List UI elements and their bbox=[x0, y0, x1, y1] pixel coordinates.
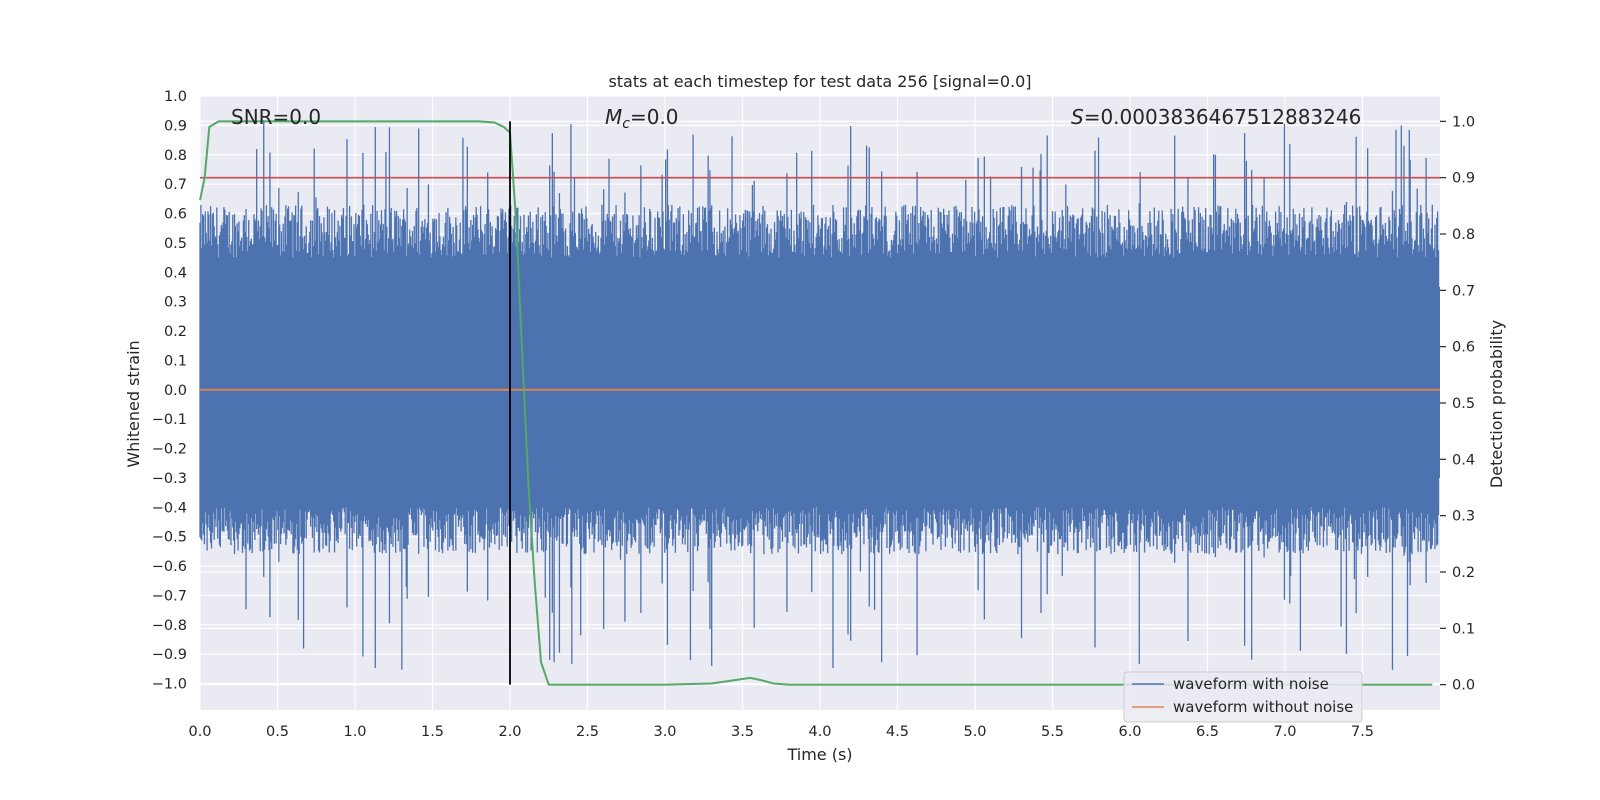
y-right-tick-label-5: 0.5 bbox=[1452, 396, 1475, 412]
y-left-tick-label-15: −0.5 bbox=[152, 530, 187, 546]
y-left-axis-label: Whitened strain bbox=[124, 340, 143, 467]
y-left-tick-label-0: 1.0 bbox=[164, 89, 187, 105]
x-tick-label-6: 3.0 bbox=[653, 724, 676, 740]
y-right-tick-label-7: 0.3 bbox=[1452, 509, 1475, 525]
x-axis-label: Time (s) bbox=[786, 745, 852, 764]
y-left-tick-label-1: 0.9 bbox=[164, 118, 187, 134]
x-tick-label-4: 2.0 bbox=[498, 724, 521, 740]
x-tick-label-9: 4.5 bbox=[886, 724, 909, 740]
x-tick-label-14: 7.0 bbox=[1273, 724, 1296, 740]
x-tick-label-0: 0.0 bbox=[188, 724, 211, 740]
x-tick-labels: 0.0 0.5 1.0 1.5 2.0 2.5 3.0 3.5 4.0 4.5 5.0 5.5 6.0 6… bbox=[188, 724, 1374, 740]
y-right-tick-labels: 1.0 0.9 0.8 0.7 0.6 0.5 0.4 0.3 0.2 0.1 0.0 bbox=[1440, 114, 1475, 694]
chart-title: stats at each timestep for test data 256… bbox=[608, 72, 1031, 91]
y-right-tick-label-0: 1.0 bbox=[1452, 114, 1475, 130]
y-left-tick-label-13: −0.3 bbox=[152, 471, 187, 487]
x-tick-label-10: 5.0 bbox=[963, 724, 986, 740]
x-tick-label-11: 5.5 bbox=[1041, 724, 1064, 740]
s-symbol: S bbox=[1071, 105, 1084, 129]
x-tick-label-7: 3.5 bbox=[731, 724, 754, 740]
annotation-s: S=0.0003836467512883246 bbox=[1071, 105, 1361, 129]
annotation-snr: SNR=0.0 bbox=[231, 105, 321, 129]
y-right-tick-label-1: 0.9 bbox=[1452, 171, 1475, 187]
y-right-tick-label-10: 0.0 bbox=[1452, 678, 1475, 694]
y-left-tick-label-19: −0.9 bbox=[152, 647, 187, 663]
noise-spikes bbox=[199, 119, 1440, 670]
legend-label-noise: waveform with noise bbox=[1173, 675, 1329, 693]
mc-symbol: M bbox=[605, 105, 622, 129]
y-left-tick-label-9: 0.1 bbox=[164, 353, 187, 369]
y-right-axis-label: Detection probability bbox=[1487, 320, 1506, 488]
x-tick-label-8: 4.0 bbox=[808, 724, 831, 740]
y-left-tick-label-20: −1.0 bbox=[152, 677, 187, 693]
y-right-tick-label-9: 0.1 bbox=[1452, 621, 1475, 637]
mc-value: =0.0 bbox=[630, 105, 679, 129]
y-left-tick-label-6: 0.4 bbox=[164, 265, 187, 281]
x-tick-label-13: 6.5 bbox=[1196, 724, 1219, 740]
x-tick-label-2: 1.0 bbox=[343, 724, 366, 740]
y-left-tick-label-11: −0.1 bbox=[152, 412, 187, 428]
y-left-tick-label-17: −0.7 bbox=[152, 588, 187, 604]
y-left-tick-label-2: 0.8 bbox=[164, 148, 187, 164]
series-waveform-with-noise bbox=[199, 119, 1440, 670]
x-tick-label-3: 1.5 bbox=[421, 724, 444, 740]
x-tick-label-12: 6.0 bbox=[1118, 724, 1141, 740]
s-value: =0.0003836467512883246 bbox=[1084, 105, 1362, 129]
y-right-tick-label-8: 0.2 bbox=[1452, 565, 1475, 581]
y-right-tick-label-4: 0.6 bbox=[1452, 340, 1475, 356]
y-left-tick-label-18: −0.8 bbox=[152, 618, 187, 634]
x-tick-label-1: 0.5 bbox=[266, 724, 289, 740]
y-left-tick-label-5: 0.5 bbox=[164, 236, 187, 252]
y-right-tick-label-3: 0.7 bbox=[1452, 283, 1475, 299]
legend: waveform with noise waveform without noi… bbox=[1123, 671, 1363, 723]
x-tick-label-15: 7.5 bbox=[1351, 724, 1374, 740]
y-left-tick-labels: 1.0 0.9 0.8 0.7 0.6 0.5 0.4 0.3 0.2 0.1 0.0 −0.1 −0.… bbox=[152, 89, 187, 693]
y-left-tick-label-4: 0.6 bbox=[164, 207, 187, 223]
x-tick-label-5: 2.5 bbox=[576, 724, 599, 740]
y-left-tick-label-10: 0.0 bbox=[164, 383, 187, 399]
y-right-tick-label-6: 0.4 bbox=[1452, 452, 1475, 468]
y-left-tick-label-12: −0.2 bbox=[152, 442, 187, 458]
y-left-tick-label-16: −0.6 bbox=[152, 559, 187, 575]
mc-subscript: c bbox=[622, 116, 630, 132]
y-left-tick-label-3: 0.7 bbox=[164, 177, 187, 193]
legend-box bbox=[1123, 671, 1363, 723]
annotation-mc: Mc=0.0 bbox=[605, 105, 679, 132]
y-left-tick-label-8: 0.2 bbox=[164, 324, 187, 340]
legend-label-clean: waveform without noise bbox=[1173, 698, 1353, 716]
y-left-tick-label-7: 0.3 bbox=[164, 295, 187, 311]
y-right-tick-label-2: 0.8 bbox=[1452, 227, 1475, 243]
y-left-tick-label-14: −0.4 bbox=[152, 500, 187, 516]
series-detection-probability bbox=[199, 120, 1433, 686]
